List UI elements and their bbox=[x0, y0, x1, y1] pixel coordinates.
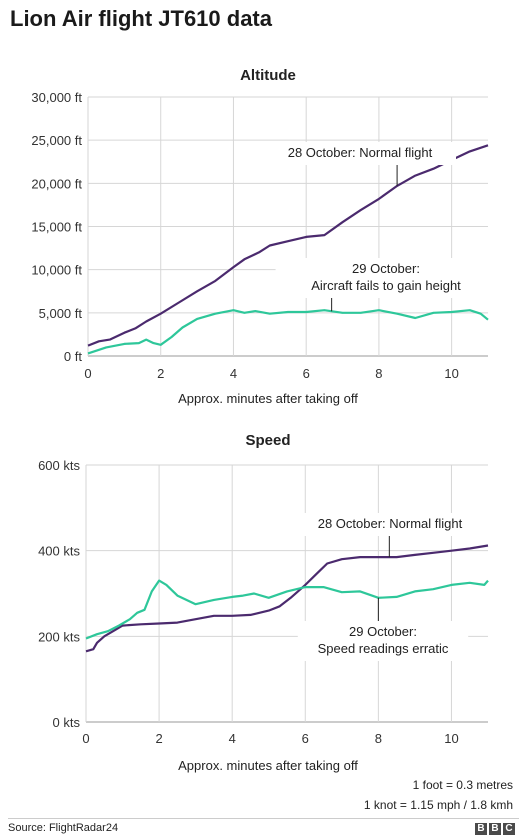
normal-flight-line bbox=[87, 144, 489, 347]
annotation-label: 28 October: Normal flight bbox=[318, 516, 463, 531]
bbc-logo-letter: B bbox=[489, 823, 501, 835]
y-tick-label: 20,000 ft bbox=[31, 176, 82, 191]
erratic-flight-line bbox=[85, 579, 489, 640]
chart-title: Altitude bbox=[240, 67, 296, 84]
source-credit: Source: FlightRadar24 bbox=[8, 822, 119, 834]
conversion-note-knots: 1 knot = 1.15 mph / 1.8 kmh bbox=[363, 798, 513, 812]
footer-divider bbox=[8, 818, 519, 819]
x-tick-label: 6 bbox=[302, 731, 309, 746]
y-tick-label: 0 ft bbox=[64, 349, 82, 364]
y-tick-label: 200 kts bbox=[38, 629, 80, 644]
y-tick-label: 400 kts bbox=[38, 544, 80, 559]
x-tick-label: 0 bbox=[82, 731, 89, 746]
x-tick-label: 2 bbox=[157, 366, 164, 381]
x-tick-label: 4 bbox=[230, 366, 237, 381]
annotation-background bbox=[264, 142, 456, 165]
annotation-label: 28 October: Normal flight bbox=[288, 145, 433, 160]
annotation-label: 29 October: bbox=[352, 261, 420, 276]
x-tick-label: 2 bbox=[155, 731, 162, 746]
bbc-logo-letter: C bbox=[503, 823, 515, 835]
bbc-logo: B B C bbox=[475, 823, 515, 835]
y-tick-label: 0 kts bbox=[53, 715, 81, 730]
speed-chart: Speed 0 kts 200 kts 400 kts 600 kts 0 2 4 6 8 10 28… bbox=[38, 432, 489, 773]
conversion-note-feet: 1 foot = 0.3 metres bbox=[412, 778, 513, 792]
x-tick-label: 10 bbox=[444, 366, 458, 381]
y-tick-label: 600 kts bbox=[38, 458, 80, 473]
annotation-background bbox=[294, 513, 486, 536]
x-tick-label: 6 bbox=[303, 366, 310, 381]
y-tick-label: 30,000 ft bbox=[31, 90, 82, 105]
x-tick-label: 8 bbox=[375, 366, 382, 381]
annotation-background bbox=[297, 621, 469, 661]
annotation-label: 29 October: bbox=[349, 624, 417, 639]
y-tick-label: 15,000 ft bbox=[31, 220, 82, 235]
chart-title: Speed bbox=[245, 432, 290, 449]
y-tick-label: 10,000 ft bbox=[31, 263, 82, 278]
page-title: Lion Air flight JT610 data bbox=[10, 6, 272, 31]
x-tick-label: 0 bbox=[84, 366, 91, 381]
normal-flight-line bbox=[85, 544, 489, 653]
x-axis-label: Approx. minutes after taking off bbox=[178, 758, 358, 773]
erratic-flight-line bbox=[87, 309, 489, 355]
annotation-label: Aircraft fails to gain height bbox=[311, 278, 461, 293]
y-tick-label: 5,000 ft bbox=[39, 306, 83, 321]
x-tick-label: 8 bbox=[375, 731, 382, 746]
x-tick-label: 4 bbox=[229, 731, 236, 746]
x-tick-label: 10 bbox=[444, 731, 458, 746]
y-tick-label: 25,000 ft bbox=[31, 133, 82, 148]
annotation-label: Speed readings erratic bbox=[318, 641, 449, 656]
x-axis-label: Approx. minutes after taking off bbox=[178, 391, 358, 406]
bbc-logo-letter: B bbox=[475, 823, 487, 835]
annotation-background bbox=[275, 258, 497, 298]
